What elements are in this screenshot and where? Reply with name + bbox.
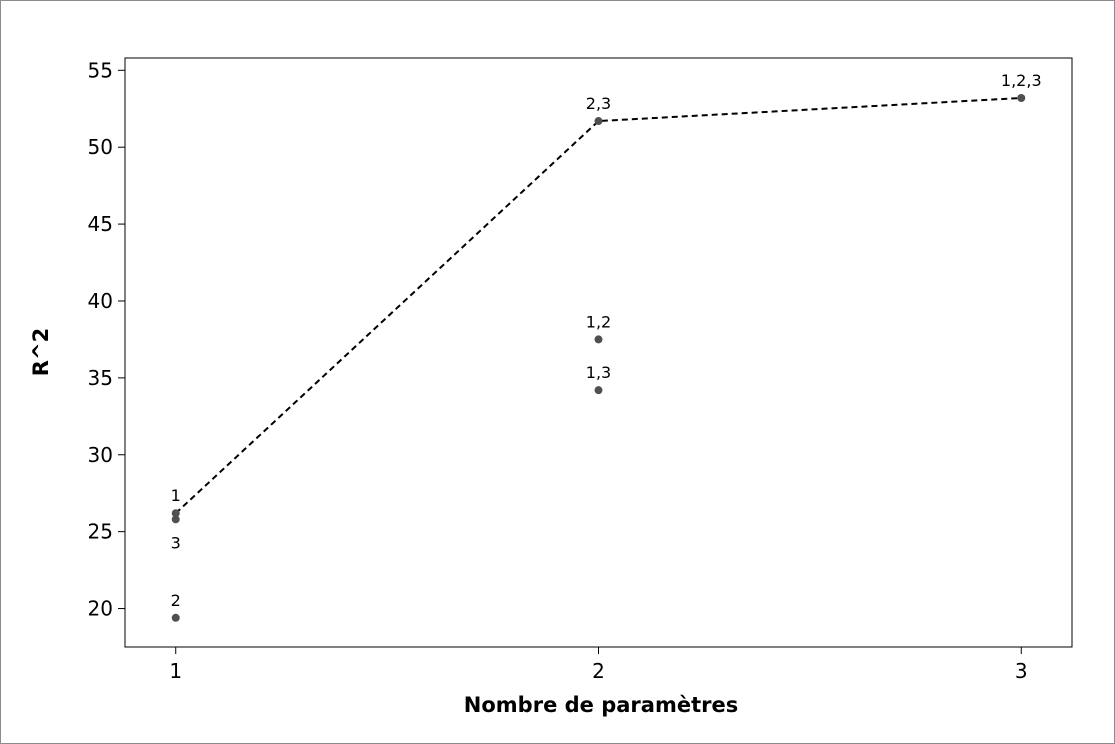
x-tick-label: 1 bbox=[169, 659, 182, 683]
y-tick-label: 30 bbox=[88, 443, 113, 467]
point-label: 1,2,3 bbox=[1001, 71, 1042, 90]
data-points: 1 3 2 2,3 1,2 1,3 1,2,3 bbox=[171, 71, 1042, 622]
x-axis: 1 2 3 bbox=[169, 647, 1028, 683]
point-label: 1,3 bbox=[586, 363, 611, 382]
point-label: 1,2 bbox=[586, 312, 611, 331]
best-subset-line bbox=[175, 96, 1022, 514]
data-point bbox=[594, 117, 603, 126]
y-tick-label: 40 bbox=[88, 289, 113, 313]
y-tick-label: 55 bbox=[88, 58, 113, 82]
data-point bbox=[594, 335, 603, 344]
data-point bbox=[171, 613, 180, 622]
point-label: 3 bbox=[171, 533, 181, 552]
y-tick-label: 35 bbox=[88, 366, 113, 390]
data-point bbox=[1017, 93, 1026, 102]
plot-area bbox=[124, 57, 1073, 648]
data-point bbox=[171, 509, 180, 518]
point-label: 2 bbox=[171, 591, 181, 610]
data-point bbox=[171, 515, 180, 524]
y-axis-title: R^2 bbox=[29, 328, 53, 376]
y-tick-label: 25 bbox=[88, 520, 113, 544]
y-tick-label: 45 bbox=[88, 212, 113, 236]
point-label: 1 bbox=[171, 486, 181, 505]
point-label: 2,3 bbox=[586, 94, 611, 113]
y-tick-label: 50 bbox=[88, 135, 113, 159]
data-point bbox=[594, 386, 603, 395]
x-tick-label: 3 bbox=[1015, 659, 1028, 683]
y-tick-label: 20 bbox=[88, 597, 113, 621]
y-axis: 20 25 30 35 40 45 50 55 bbox=[88, 58, 125, 621]
x-tick-label: 2 bbox=[592, 659, 605, 683]
x-axis-title: Nombre de paramètres bbox=[464, 693, 738, 717]
